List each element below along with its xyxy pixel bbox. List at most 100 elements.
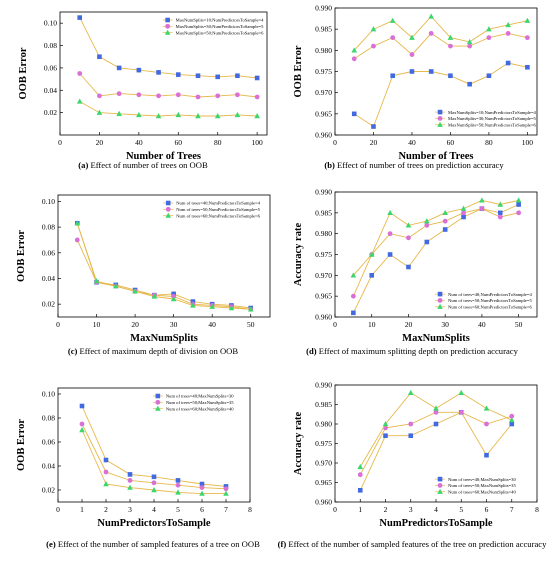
data-point [370, 26, 377, 32]
x-tick-label: 1 [358, 505, 362, 514]
legend-label: Num of trees=40;MaxNumSplits=30 [166, 394, 234, 399]
legend-marker [437, 476, 443, 482]
data-point [79, 403, 85, 409]
x-tick-label: 0 [333, 320, 337, 329]
series-line-3 [353, 199, 519, 276]
y-tick-label: 0.960 [315, 131, 332, 140]
x-tick-label: 8 [248, 505, 252, 514]
data-point [209, 303, 215, 309]
data-point [497, 201, 504, 207]
data-point [116, 110, 122, 116]
x-tick-label: 2 [384, 505, 388, 514]
data-point [484, 452, 489, 458]
y-axis-label: OOB Error [293, 45, 304, 97]
x-tick-label: 50 [247, 320, 255, 329]
data-point [486, 26, 492, 32]
y-tick-label: 0.985 [315, 400, 332, 409]
x-tick-label: 4 [434, 505, 438, 514]
data-point [223, 486, 229, 492]
data-point [442, 209, 448, 216]
data-point [351, 310, 356, 316]
data-point [486, 35, 492, 41]
data-point [103, 469, 109, 475]
x-axis-label: Number of Trees [126, 151, 201, 162]
panel-caption: (b) Effect of number of trees on predict… [324, 160, 504, 170]
data-point [409, 52, 415, 57]
x-tick-label: 20 [131, 320, 139, 329]
x-tick-label: 10 [93, 320, 101, 329]
legend-marker [437, 298, 443, 303]
data-point [505, 31, 511, 36]
legend-label: Num of trees=60;NumPredictorsToSample=6 [448, 304, 532, 309]
legend-label: MaxNumSplits=30;NumPredictorsToSample=5 [448, 116, 537, 121]
data-point [505, 60, 511, 66]
x-tick-label: 0 [56, 320, 60, 329]
legend-label: Num of trees=40;NumPredictorsToSample=4 [176, 201, 260, 206]
series-line-2 [359, 411, 512, 475]
data-point [357, 488, 363, 493]
legend-marker [155, 399, 161, 405]
plot-frame [59, 11, 268, 136]
chart-panel-e: 0 1 2 3 4 5 6 7 8 0.02 0.04 0.06 0.08 0.10 NumPredicto… [16, 387, 260, 549]
data-point [524, 35, 530, 41]
data-point [171, 291, 176, 297]
y-axis-label: OOB Error [18, 47, 29, 99]
legend-label: Num of trees=40;NumPredictorsToSample=4 [448, 292, 532, 297]
data-point [461, 210, 466, 216]
y-tick-label: 0.965 [315, 292, 332, 301]
data-point [387, 252, 393, 257]
data-point [509, 421, 515, 427]
data-point [214, 112, 221, 119]
data-point [175, 72, 181, 77]
legend-label: Num of trees=60;MaxNumSplits=40 [166, 406, 234, 411]
data-point [428, 31, 434, 36]
legend-marker [165, 17, 170, 23]
x-tick-label: 30 [441, 320, 449, 329]
series-line-3 [76, 223, 251, 310]
series-line-2 [352, 208, 519, 297]
data-point [369, 273, 375, 278]
data-point [199, 490, 205, 496]
data-point [228, 305, 235, 311]
data-point [76, 98, 83, 104]
series-line-2 [76, 239, 251, 310]
x-tick-label: 100 [252, 138, 264, 147]
data-point [433, 421, 439, 427]
y-tick-label: 0.980 [315, 46, 332, 55]
data-point [175, 478, 181, 483]
data-point [254, 94, 260, 100]
data-point [151, 474, 157, 480]
y-tick-label: 0.06 [42, 438, 55, 447]
y-tick-label: 0.975 [315, 439, 332, 448]
series-line-2 [79, 73, 258, 98]
legend-label: MaxNumSplits=50;NumPredictorsToSample=6 [448, 122, 537, 127]
data-point [497, 210, 503, 216]
legend-label: Num of trees=50;MaxNumSplits=35 [448, 483, 516, 488]
legend-marker [437, 483, 443, 488]
data-point [524, 17, 531, 23]
data-point [479, 197, 485, 203]
series-line-3 [359, 392, 512, 468]
data-point [424, 218, 430, 224]
series-line-3 [79, 101, 258, 117]
data-point [442, 227, 448, 232]
x-tick-label: 5 [459, 505, 463, 514]
legend-marker [165, 206, 171, 212]
data-point [190, 299, 196, 304]
y-tick-label: 0.08 [42, 414, 55, 423]
data-point [387, 231, 393, 237]
x-tick-label: 6 [485, 505, 489, 514]
chart-panel-d: 0 10 20 30 40 50 0.960 0.965 0.970 0.975 0.980 0.98… [293, 188, 538, 356]
panel-caption: (e) Effect of the number of sampled feat… [46, 539, 260, 549]
x-tick-label: 3 [128, 505, 132, 514]
legend-marker [437, 116, 443, 121]
data-point [136, 111, 142, 118]
x-tick-label: 60 [175, 138, 183, 147]
y-tick-label: 0.980 [315, 229, 332, 238]
legend-label: Num of trees=40;MaxNumSplits=30 [448, 477, 516, 482]
x-tick-label: 80 [485, 138, 493, 147]
data-point [97, 54, 102, 60]
data-point [175, 92, 181, 98]
data-point [199, 481, 205, 487]
x-tick-label: 7 [224, 505, 228, 514]
